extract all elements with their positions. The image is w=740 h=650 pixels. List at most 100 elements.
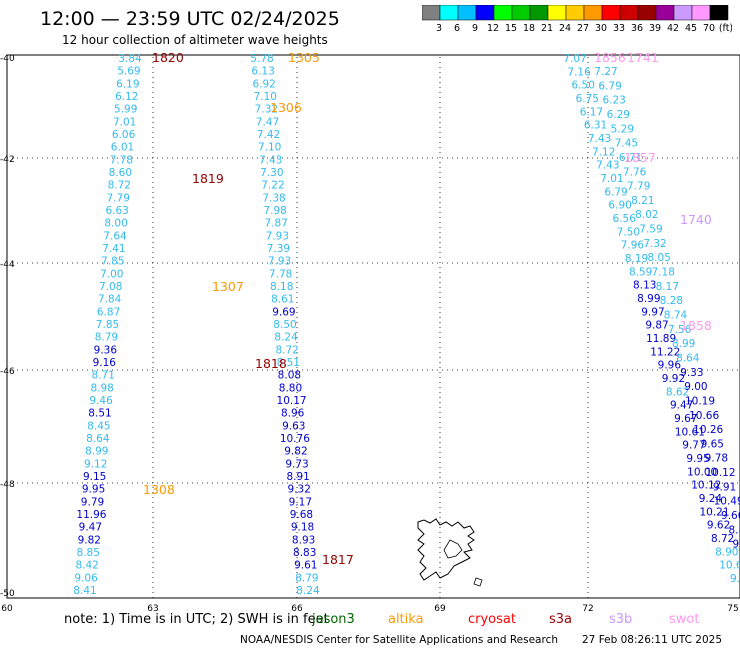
wave-height-value: 8.51 <box>277 357 300 369</box>
wave-height-value: 8.62 <box>666 386 689 398</box>
colorbar-tick: 15 <box>505 23 517 34</box>
wave-height-value: 7.50 <box>617 226 640 238</box>
wave-height-value: 7.59 <box>639 224 662 236</box>
lon-label: 66 <box>291 604 303 612</box>
wave-height-value: 8.61 <box>271 294 294 306</box>
wave-height-value: 7.22 <box>261 180 284 192</box>
colorbar-tick: 9 <box>472 23 478 34</box>
wave-height-value: 7.85 <box>96 319 119 331</box>
wave-height-value: 8.08 <box>278 370 301 382</box>
wave-height-value: 6.79 <box>604 186 627 198</box>
wave-height-value: 7.30 <box>260 167 283 179</box>
wave-height-value: 8.24 <box>296 585 320 597</box>
satellite-legend-altika: altika <box>388 612 424 627</box>
wave-height-value: 10.12 <box>705 467 735 479</box>
wave-height-value: 9.18 <box>291 522 314 534</box>
wave-height-value: 6.13 <box>251 66 274 78</box>
wave-height-value: 7.93 <box>268 256 291 268</box>
wave-height-value: 8.85 <box>77 547 100 559</box>
wave-height-value: 10.76 <box>280 433 310 445</box>
wave-height-value: 8.18 <box>270 281 293 293</box>
satellite-legend-swot: swot <box>669 612 700 627</box>
wave-height-value: 9.61 <box>294 560 317 572</box>
wave-height-value: 10.00 <box>687 466 717 478</box>
satellite-legend-jason3: jason3 <box>312 612 355 627</box>
wave-height-value: 9.95 <box>686 453 709 465</box>
wave-height-value: 6.63 <box>105 205 128 217</box>
wave-height-value: 8.51 <box>88 408 111 420</box>
wave-height-value: 8.72 <box>108 180 131 192</box>
wave-height-value: 9.47 <box>79 522 102 534</box>
wave-height-value: 9.73 <box>285 458 308 470</box>
pass-id-label: 1857 <box>624 150 656 165</box>
wave-height-value: 7.56 <box>668 324 692 336</box>
pass-id-label: 1306 <box>270 100 302 115</box>
colorbar-tick: 30 <box>595 23 607 34</box>
wave-height-value: 11.89 <box>646 333 676 345</box>
colorbar-tick: 33 <box>613 23 625 34</box>
pass-id-label: 1858 <box>680 318 712 333</box>
wave-height-value: 9.24 <box>699 493 723 505</box>
colorbar-tick: (ft) <box>719 23 732 34</box>
wave-height-value: 6.87 <box>97 306 120 318</box>
wave-height-value: 8.21 <box>631 195 654 207</box>
wave-height-value: 7.32 <box>255 104 278 116</box>
wave-height-value: 8.19 <box>625 253 648 265</box>
wave-height-value: 7.32 <box>643 238 666 250</box>
pass-id-label: 1741 <box>627 50 659 65</box>
wave-height-value: 7.79 <box>107 192 130 204</box>
wave-height-value: 9.12 <box>84 458 107 470</box>
wave-height-value: 9.60 <box>721 510 740 522</box>
colorbar-tick: 27 <box>577 23 589 34</box>
wave-height-value: 7.43 <box>588 133 611 145</box>
wave-height-value: 7.76 <box>623 166 647 178</box>
wave-height-value: 8.99 <box>637 293 660 305</box>
wave-height-value: 9.68 <box>290 509 313 521</box>
wave-height-value: 8.99 <box>85 446 108 458</box>
wave-height-value: 5.78 <box>250 53 273 65</box>
wave-height-value: 6.01 <box>111 142 134 154</box>
wave-height-value: 8.74 <box>664 310 688 322</box>
wave-height-value: 7.43 <box>259 154 282 166</box>
wave-height-value: 6.90 <box>608 200 631 212</box>
wave-height-value: 6.06 <box>112 129 136 141</box>
wave-height-value: 9.77 <box>682 440 705 452</box>
wave-height-value: 9.65 <box>701 438 724 450</box>
lon-label: 63 <box>147 604 158 612</box>
pass-id-label: 1817 <box>322 552 354 567</box>
wave-height-value: 9.97 <box>641 306 664 318</box>
wave-height-value: 8.90 <box>715 546 738 558</box>
wave-height-value: 6.19 <box>116 78 139 90</box>
wave-height-value: 7.18 <box>652 267 675 279</box>
lon-label: 60 <box>1 604 13 612</box>
wave-height-value: 6.92 <box>252 78 275 90</box>
wave-height-value: 9.92 <box>662 373 685 385</box>
wave-height-value: 6.50 <box>572 80 595 92</box>
wave-height-value: 9.82 <box>284 446 307 458</box>
wave-height-value: 6.56 <box>613 213 637 225</box>
pass-labels: 1820 1305 1306 1819 1307 1818 1308 1817 1856 1741… <box>143 50 712 567</box>
lon-label: 75 <box>727 604 738 612</box>
map-frame <box>6 54 740 599</box>
pass-id-label: 1305 <box>288 50 320 65</box>
wave-height-value: 7.27 <box>594 66 617 78</box>
wave-height-value: 8.64 <box>676 352 700 364</box>
lon-label: 72 <box>582 604 593 612</box>
lat-label: -44 <box>0 260 15 270</box>
wave-height-value: 7.43 <box>596 160 619 172</box>
kerguelen-island-outline <box>417 518 483 587</box>
colorbar-tick: 45 <box>685 23 697 34</box>
wave-height-value: 7.41 <box>102 243 125 255</box>
wave-height-value: 8.91 <box>286 471 309 483</box>
wave-height-value: 8.96 <box>281 408 305 420</box>
wave-height-value: 7.08 <box>99 281 122 293</box>
wave-height-value: 8.42 <box>75 560 98 572</box>
wave-height-value: 9.95 <box>82 484 105 496</box>
wave-height-value: 8.64 <box>86 433 110 445</box>
colorbar-tick: 21 <box>541 23 553 34</box>
wave-height-value: 8.71 <box>92 370 115 382</box>
wave-height-value: 7.38 <box>262 192 285 204</box>
wave-height-value: 7.78 <box>110 154 133 166</box>
wave-height-value: 8.59 <box>629 266 652 278</box>
wave-height-value: 7.96 <box>621 240 645 252</box>
